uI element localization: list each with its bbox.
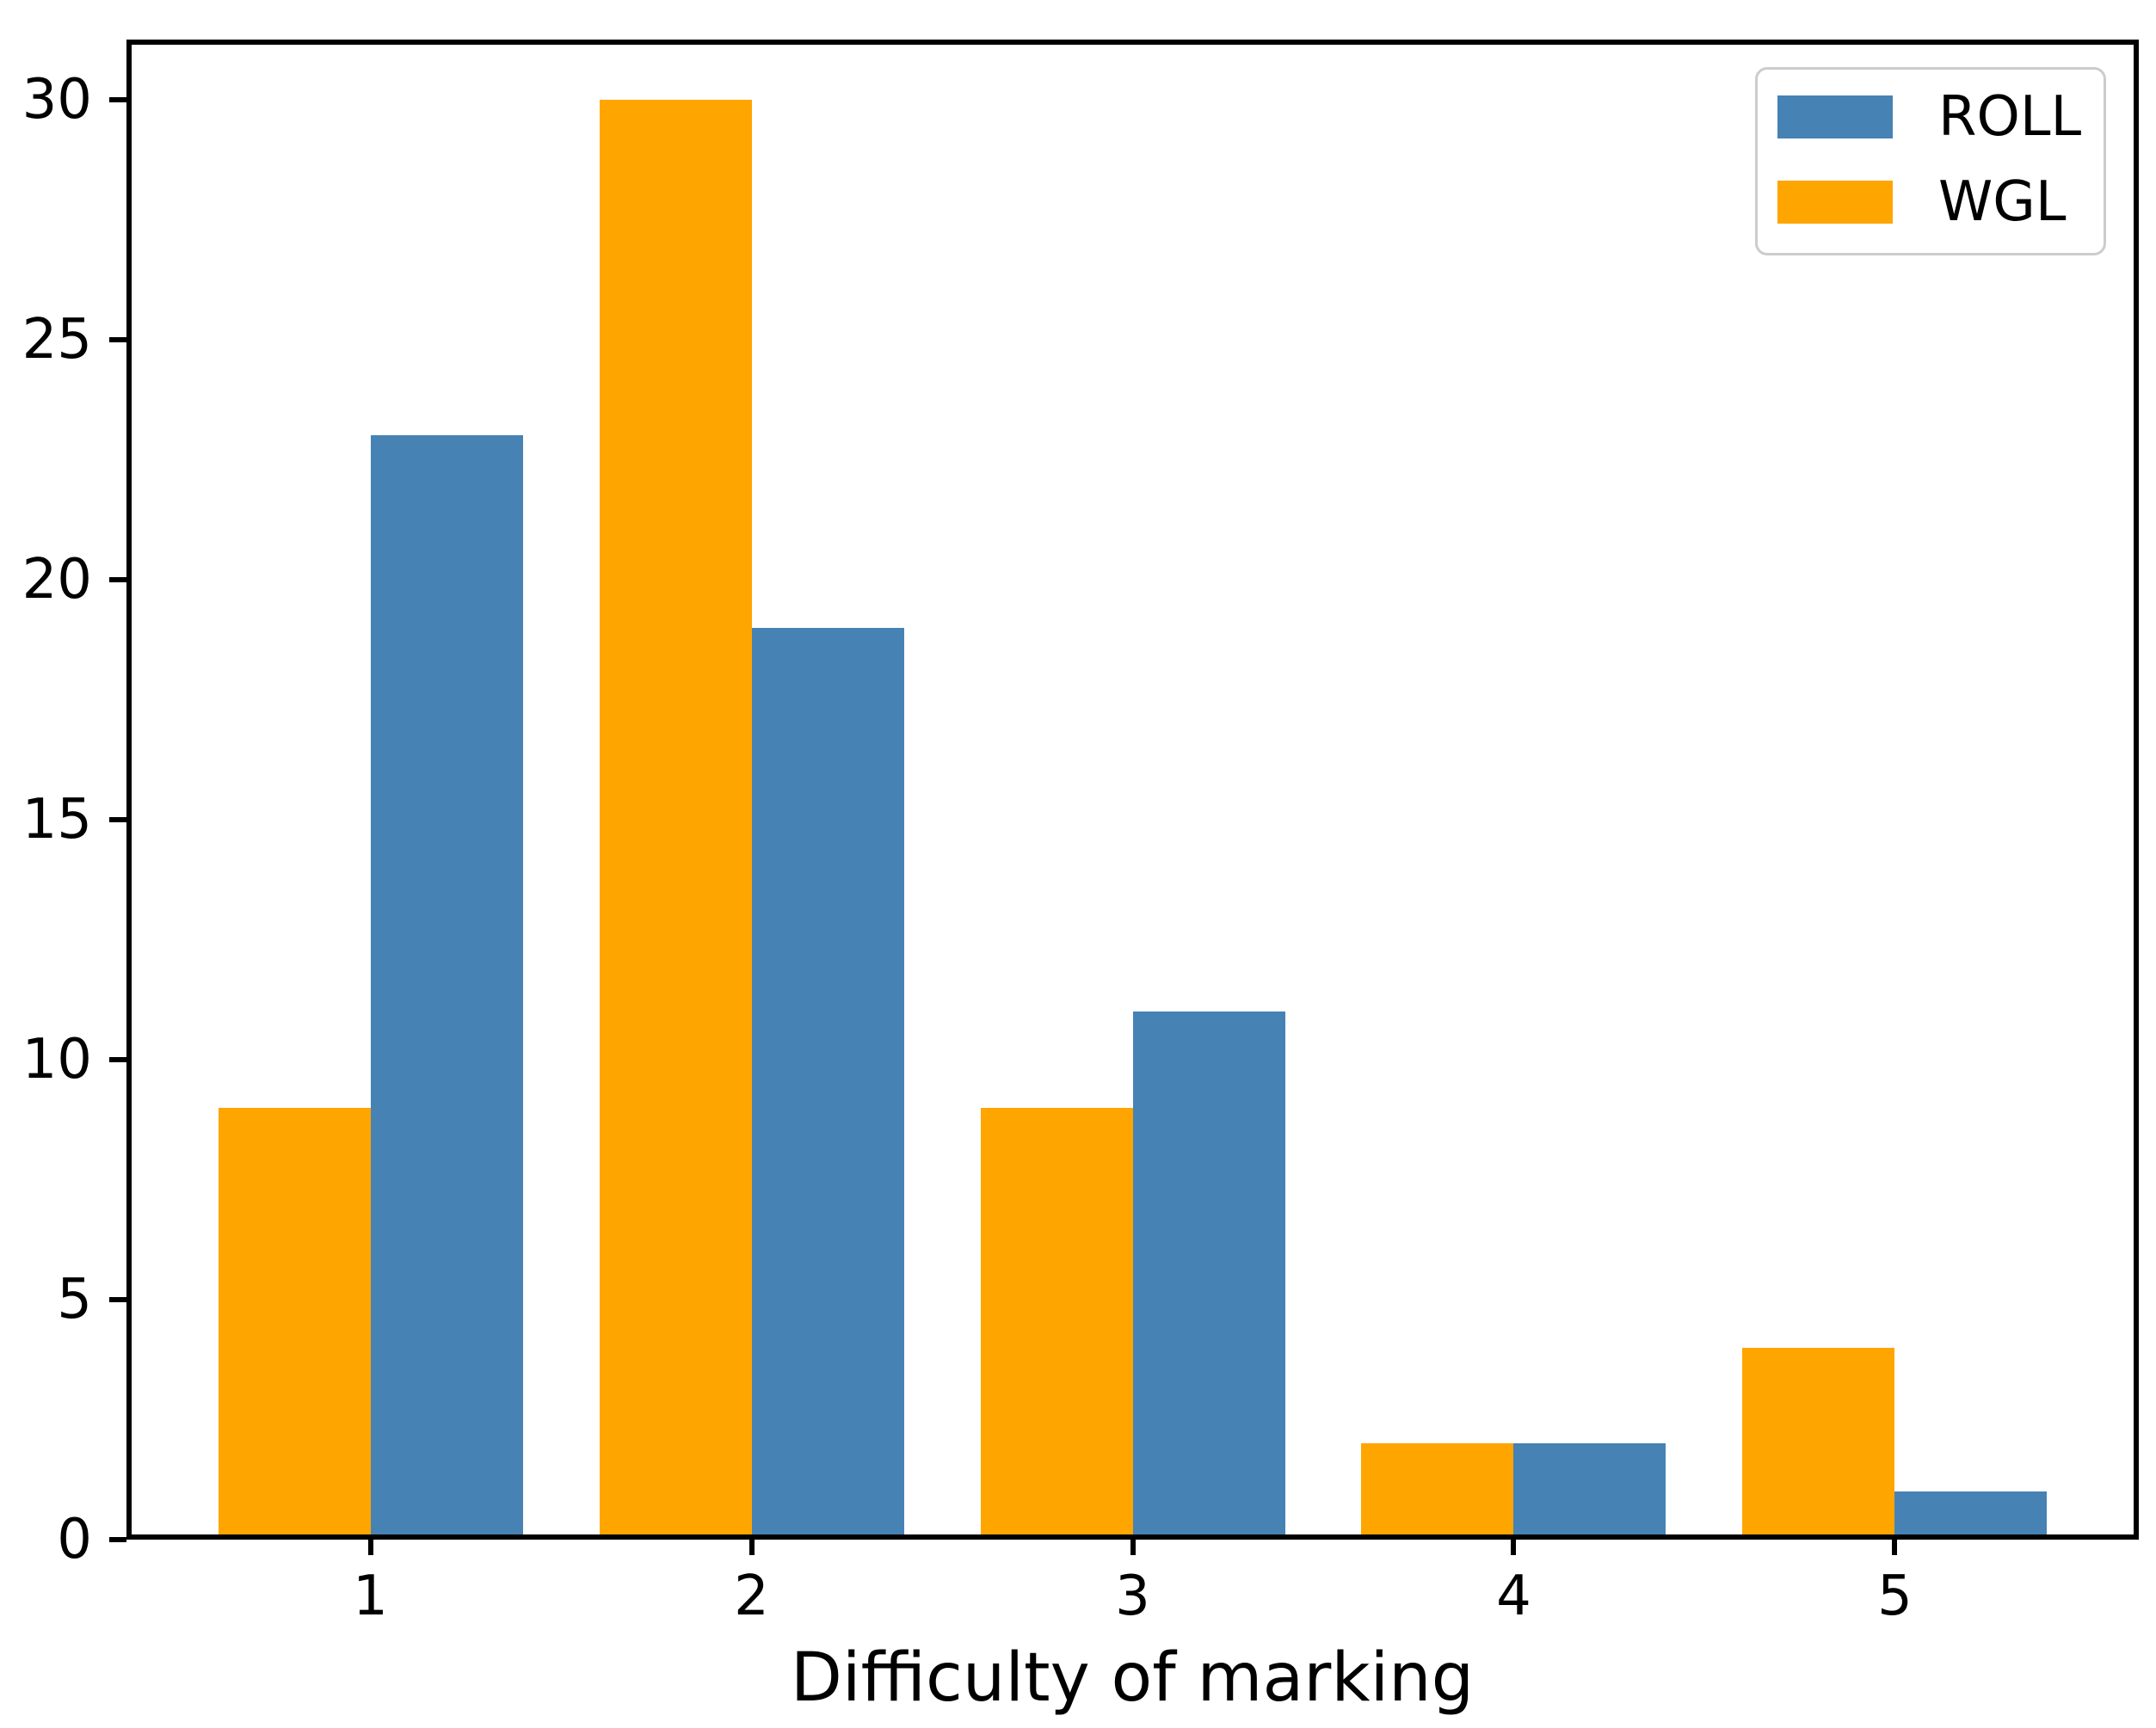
y-tick-mark-10 [109,1056,126,1062]
bar-roll-1 [370,435,523,1540]
y-tick-mark-15 [109,816,126,822]
legend: ROLL WGL [1755,67,2106,255]
y-tick-mark-0 [109,1537,126,1542]
y-tick-label-25: 25 [22,307,92,372]
bar-roll-3 [1132,1012,1285,1540]
x-tick-label-5: 5 [1877,1565,1913,1628]
x-tick-label-4: 4 [1496,1565,1531,1628]
bar-wgl-2 [599,99,752,1540]
y-tick-mark-5 [109,1296,126,1302]
y-tick-label-30: 30 [22,67,92,132]
x-tick-mark-1 [367,1540,373,1555]
y-tick-mark-30 [109,96,126,102]
bar-wgl-1 [218,1107,371,1540]
y-tick-label-5: 5 [57,1267,92,1331]
y-tick-label-20: 20 [22,547,92,612]
legend-label-wgl: WGL [1938,170,2067,234]
y-tick-label-15: 15 [22,787,92,852]
x-tick-mark-4 [1511,1540,1517,1555]
y-tick-mark-25 [109,336,126,342]
x-tick-label-3: 3 [1115,1565,1150,1628]
x-tick-mark-3 [1130,1540,1136,1555]
bar-roll-5 [1894,1491,2048,1540]
y-tick-mark-20 [109,576,126,582]
x-tick-mark-2 [748,1540,755,1555]
x-axis-label: Difficulty of marking [790,1639,1475,1717]
x-tick-label-2: 2 [734,1565,769,1628]
legend-swatch-wgl [1777,181,1893,224]
bar-roll-4 [1513,1443,1666,1540]
y-tick-label-10: 10 [22,1027,92,1092]
x-tick-mark-5 [1892,1540,1898,1555]
bar-wgl-3 [980,1107,1133,1540]
y-tick-label-0: 0 [57,1508,92,1571]
bar-roll-2 [751,627,904,1540]
bar-wgl-4 [1361,1443,1514,1540]
bar-wgl-5 [1742,1347,1895,1540]
legend-swatch-roll [1777,95,1893,138]
legend-label-roll: ROLL [1938,85,2082,149]
x-tick-label-1: 1 [353,1565,388,1628]
